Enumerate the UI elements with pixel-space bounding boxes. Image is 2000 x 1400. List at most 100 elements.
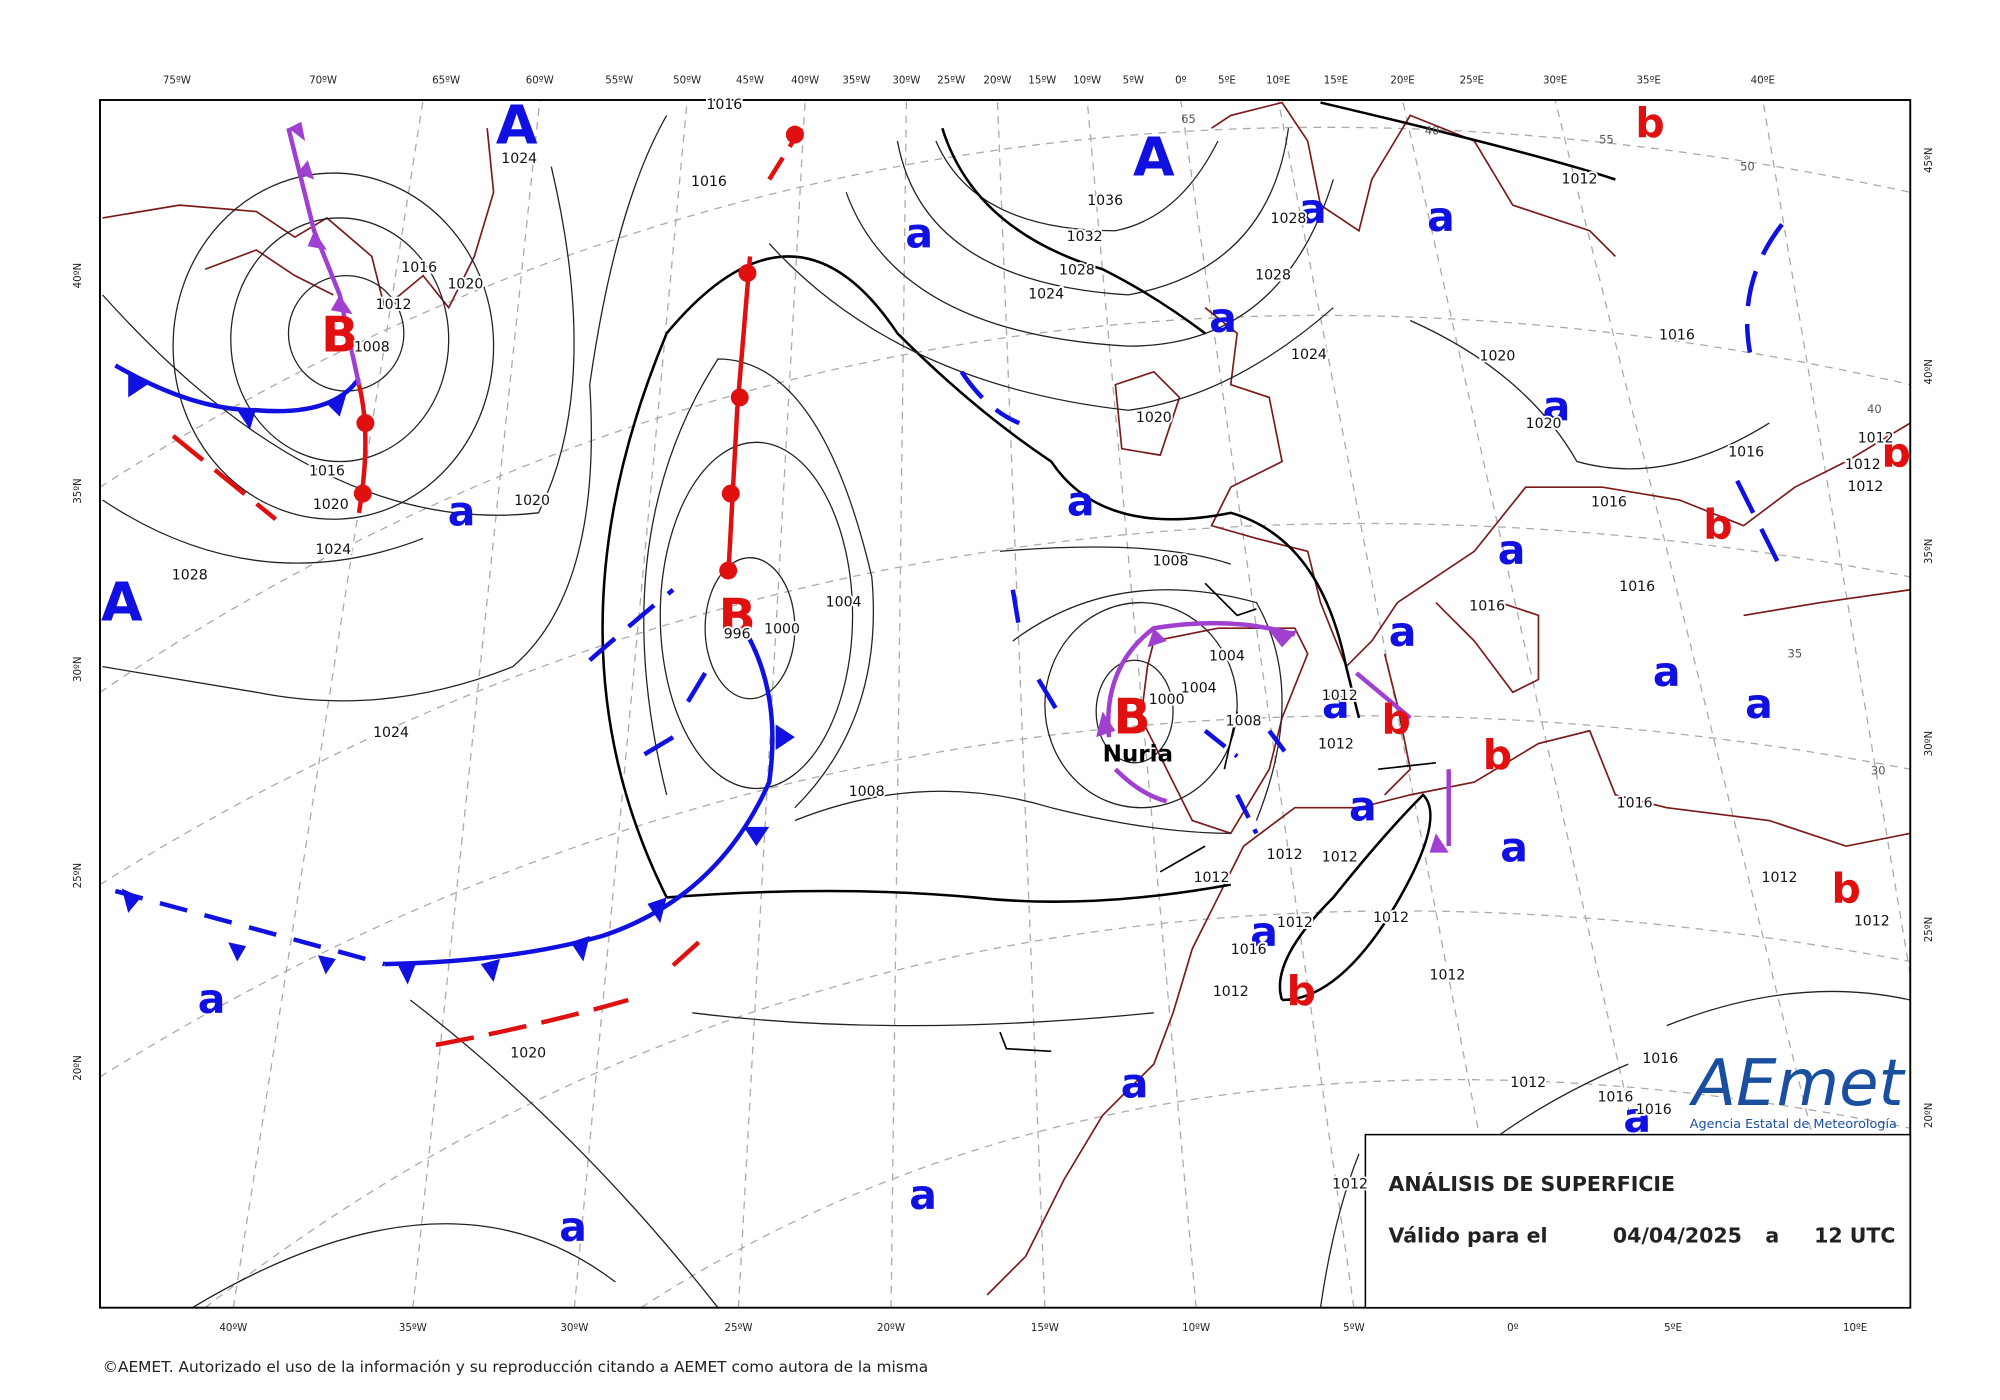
lon-label: 40ºW <box>219 1322 247 1334</box>
relative-low: b <box>1831 865 1860 913</box>
relative-high: a <box>1121 1059 1149 1107</box>
isobar-label: 1012 <box>1194 870 1230 886</box>
isobar-label: 1028 <box>1255 267 1291 283</box>
isobar-label: 1012 <box>1562 171 1598 187</box>
thickness-label: 55 <box>1599 133 1614 147</box>
lon-label: 15ºW <box>1028 74 1056 86</box>
relative-high: a <box>1500 824 1528 872</box>
lon-label: 60ºW <box>526 74 554 86</box>
isobar-label: 1012 <box>376 297 412 313</box>
lon-label: 65ºW <box>432 74 460 86</box>
relative-high: a <box>1543 383 1571 431</box>
lon-label: 0º <box>1507 1322 1519 1334</box>
isobar-label: 1016 <box>1659 328 1695 344</box>
relative-high: a <box>1623 1094 1651 1142</box>
isobar-label: 996 <box>724 626 751 642</box>
relative-high: a <box>909 1171 937 1219</box>
isobar-label: 1020 <box>447 276 483 292</box>
low-center: B <box>321 307 358 363</box>
thickness-label: 30 <box>1871 763 1886 777</box>
isobar-label: 1012 <box>1854 914 1890 930</box>
relative-high: a <box>198 975 226 1023</box>
isobar-label: 1016 <box>1617 796 1653 812</box>
isobar-label: 1000 <box>764 621 800 637</box>
relative-high: a <box>1427 193 1455 241</box>
isobar-label: 1016 <box>1642 1051 1678 1067</box>
isobar-label: 1012 <box>1277 915 1313 931</box>
isobar-label: 1024 <box>501 151 537 167</box>
wind-arrows <box>999 582 1436 1053</box>
isobar-label: 1008 <box>849 784 885 800</box>
relative-high: a <box>1209 294 1237 342</box>
logo-name: AEmet <box>1688 1047 1906 1121</box>
trough <box>435 997 629 1048</box>
low-center: B <box>1113 689 1150 745</box>
relative-low: b <box>1483 731 1512 779</box>
lat-label: 30ºN <box>1923 731 1935 757</box>
high-center: A <box>101 571 143 634</box>
lon-label: 5ºE <box>1218 74 1236 86</box>
map-frame <box>99 99 1912 1309</box>
isobar-label: 1012 <box>1267 847 1303 863</box>
relative-low: b <box>1703 500 1732 548</box>
isobar-label: 1024 <box>1028 287 1064 303</box>
thickness-label: 40 <box>1425 124 1440 138</box>
graticule <box>99 99 1911 1309</box>
isobar-label: 1008 <box>1226 714 1262 730</box>
relative-low: b <box>1287 967 1316 1015</box>
lon-label: 5ºE <box>1664 1322 1682 1334</box>
lon-label: 5ºW <box>1343 1322 1365 1334</box>
warm-front <box>725 256 753 578</box>
isobar-label: 1016 <box>1231 942 1267 958</box>
isobar-label: 1012 <box>1322 688 1358 704</box>
relative-low: b <box>1635 99 1664 147</box>
relative-high: a <box>905 209 933 257</box>
lon-label: 10ºE <box>1266 74 1290 86</box>
stationary-front <box>114 888 386 967</box>
relative-high: a <box>1498 526 1526 574</box>
thickness-label: 40 <box>1867 402 1882 416</box>
lon-label: 45ºW <box>736 74 764 86</box>
isobar-label: 1016 <box>1591 494 1627 510</box>
cold-front <box>384 627 775 967</box>
isobar-label: 1028 <box>172 567 208 583</box>
lat-label: 45ºN <box>1923 147 1935 173</box>
relative-high: a <box>448 488 476 536</box>
isobar-label: 1024 <box>315 542 351 558</box>
lat-label: 35ºN <box>1923 539 1935 565</box>
thickness-label: 50 <box>1740 160 1755 174</box>
isobar-label: 1016 <box>1597 1089 1633 1105</box>
fronts <box>114 121 1785 1048</box>
lon-label: 40ºW <box>791 74 819 86</box>
relative-high: a <box>1250 908 1278 956</box>
lon-label: 35ºW <box>842 74 870 86</box>
isobar-label: 1016 <box>1619 579 1655 595</box>
relative-high: a <box>1349 783 1377 831</box>
isobar-label: 1004 <box>826 594 862 610</box>
lon-label: 20ºW <box>877 1322 905 1334</box>
lon-label: 35ºE <box>1637 74 1661 86</box>
occluded-front <box>286 127 362 386</box>
lon-label: 20ºE <box>1390 74 1414 86</box>
relative-high: a <box>1067 477 1095 525</box>
box-title: ANÁLISIS DE SUPERFICIE <box>1388 1171 1675 1196</box>
valid-time: 12 UTC <box>1814 1223 1895 1247</box>
high-center: A <box>1133 126 1175 189</box>
relative-high: a <box>1322 680 1350 728</box>
isobars <box>102 101 1911 1309</box>
storm-name: Nuria <box>1103 742 1174 768</box>
relative-high: a <box>559 1203 587 1251</box>
trough <box>171 434 278 521</box>
isobar-label: 1012 <box>1762 870 1798 886</box>
lon-label: 75ºW <box>163 74 191 86</box>
valid-label: Válido para el <box>1388 1223 1547 1247</box>
isobar-label: 1012 <box>1510 1075 1546 1091</box>
isobar-label: 1028 <box>1059 262 1095 278</box>
isobar-label: 1016 <box>401 260 437 276</box>
isobar-label: 1016 <box>706 97 742 113</box>
logo-subtitle: Agencia Estatal de Meteorología <box>1690 1117 1897 1132</box>
isobar-label: 1020 <box>313 497 349 513</box>
isobar-label: 1020 <box>1526 416 1562 432</box>
occluded-front <box>1354 671 1451 847</box>
